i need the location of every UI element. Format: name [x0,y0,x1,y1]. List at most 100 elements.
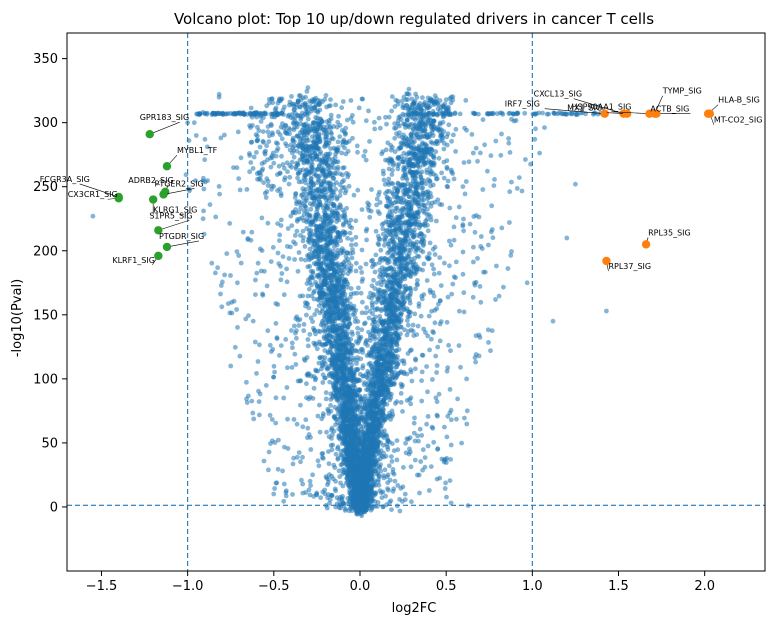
data-point [308,483,313,488]
data-point [295,268,301,274]
background-points [90,85,609,519]
data-point [390,167,395,173]
data-point [248,105,254,111]
data-point [438,134,443,140]
data-point [361,417,367,423]
data-point [377,211,382,217]
data-point [346,172,351,178]
data-point [338,452,344,458]
data-point [332,486,338,492]
data-point [356,105,362,111]
data-point [430,133,436,139]
data-point [376,115,382,121]
data-point [339,105,345,111]
data-point [398,225,404,231]
data-point [409,378,415,384]
data-point [433,353,439,359]
data-point [323,312,328,318]
data-point [461,309,467,315]
data-point [396,347,402,352]
data-point [349,225,355,231]
data-point [305,85,311,91]
data-point [328,403,333,408]
data-point [331,462,337,468]
data-point [348,98,354,103]
data-point [297,317,303,322]
data-point [444,142,450,148]
data-point [417,101,423,106]
data-point [410,115,416,121]
data-point [320,411,326,417]
data-point [389,459,395,464]
data-point [405,242,411,248]
data-point [441,159,447,165]
data-point [408,464,414,470]
data-point [353,315,358,321]
data-point [431,293,437,299]
data-point [361,153,367,159]
data-point [325,482,330,488]
data-point [384,194,390,200]
data-point [300,293,306,299]
data-point [324,505,330,511]
data-point [431,155,437,161]
data-point [349,242,354,248]
data-point [386,114,392,120]
data-point [415,433,420,439]
data-point [308,206,314,212]
data-point [321,124,326,130]
data-point [374,196,380,202]
data-point [385,447,391,452]
data-point [343,188,349,193]
data-point [328,391,334,397]
data-point [304,312,309,318]
data-point [451,132,456,138]
data-point [338,295,343,301]
data-point [419,398,425,404]
data-point [370,257,375,263]
data-point [386,463,392,469]
data-point [422,203,428,209]
data-point [346,220,352,226]
data-point [353,218,359,224]
data-point [326,449,331,454]
data-point [451,176,457,182]
data-point [313,261,319,267]
data-point [357,378,363,383]
data-point [420,249,426,255]
data-point [425,117,431,122]
data-point [346,183,352,189]
data-point [356,285,361,291]
data-point [309,134,315,140]
data-point [381,473,386,478]
data-point [312,312,318,317]
data-point [279,136,285,142]
data-point [460,184,466,190]
data-point [333,171,339,177]
data-point [293,166,299,172]
data-point [482,142,487,148]
data-point [300,228,306,234]
data-point [280,162,286,167]
data-point [292,351,298,357]
data-point [320,181,325,186]
data-point [391,244,397,249]
data-point [353,268,359,274]
data-point [293,191,299,196]
data-point [367,214,373,220]
data-point [388,143,394,148]
data-point [350,357,356,363]
data-point [353,260,359,266]
data-point [359,247,365,253]
data-point [307,201,313,207]
data-point [291,417,297,422]
data-point [450,281,456,287]
data-point [437,120,443,126]
data-point [355,149,360,155]
data-point [310,269,316,274]
data-point [410,140,416,145]
data-point [367,139,372,144]
data-point [297,104,303,109]
data-point [328,97,333,102]
data-point [480,117,486,123]
